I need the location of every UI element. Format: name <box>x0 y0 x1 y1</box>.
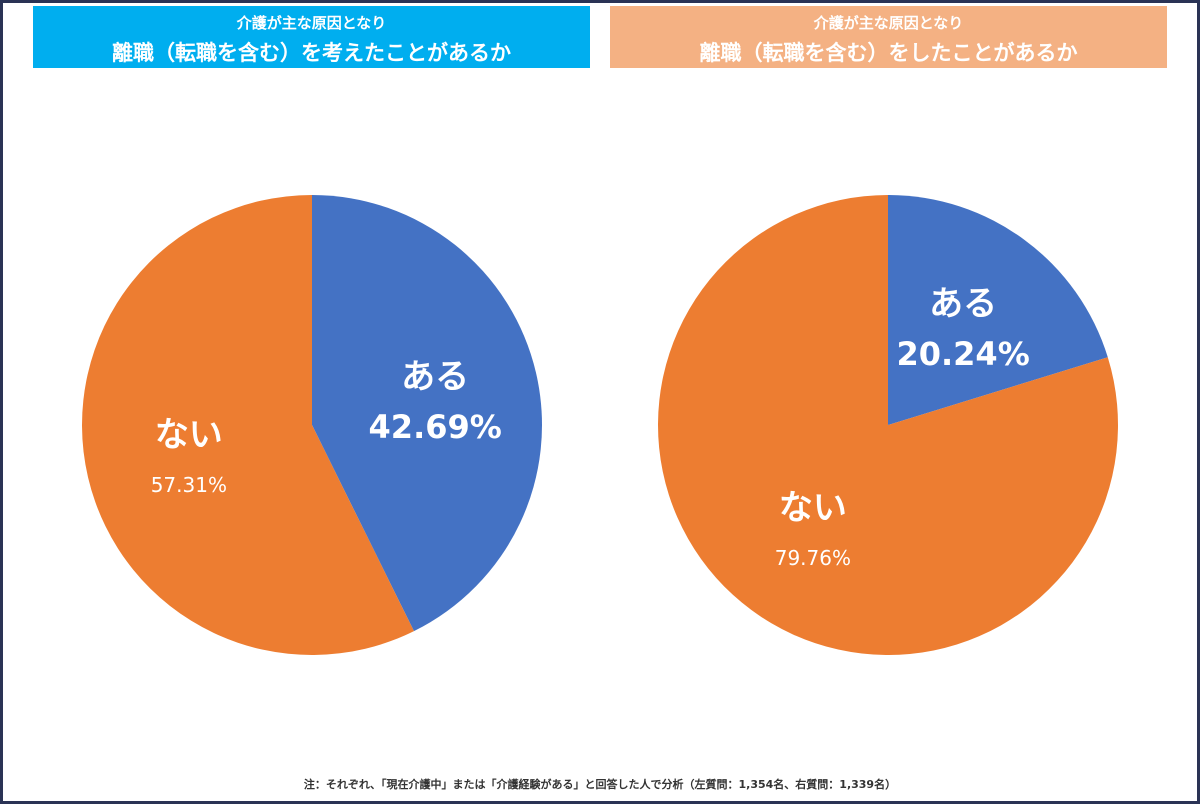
left-title-line2: 離職（転職を含む）を考えたことがあるか <box>112 41 511 65</box>
pie0-slice-1-label: ない <box>155 415 223 455</box>
pie0-slice-1 <box>81 195 414 655</box>
pie0-slice-0 <box>312 195 542 632</box>
pie1-slice-1-value: 79.76% <box>775 546 851 570</box>
right-title-line2: 離職（転職を含む）をしたことがあるか <box>699 41 1078 65</box>
right-chart-header: 介護が主な原因となり 離職（転職を含む）をしたことがあるか <box>610 6 1167 68</box>
footnote: 注：それぞれ、「現在介護中」または「介護経験がある」と回答した人で分析（左質問：… <box>303 778 897 791</box>
pie0-slice-0-label: ある <box>401 357 469 397</box>
pie0-slice-0-value: 42.69% <box>369 408 502 446</box>
pie-charts: ある 42.69% ない 57.31% ある 20.24% ない 79.76% <box>81 195 1118 655</box>
pie1-slice-0-label: ある <box>929 284 997 324</box>
left-chart-header: 介護が主な原因となり 離職（転職を含む）を考えたことがあるか <box>33 6 590 68</box>
pie1-slice-1 <box>658 195 1118 655</box>
pie1-slice-0 <box>888 195 1108 425</box>
left-title-line1: 介護が主な原因となり <box>236 14 387 32</box>
pie1-slice-1-label: ない <box>779 488 847 528</box>
pie1-slice-0-value: 20.24% <box>896 335 1029 373</box>
pie0-slice-1-value: 57.31% <box>151 473 227 497</box>
right-title-line1: 介護が主な原因となり <box>813 14 964 32</box>
